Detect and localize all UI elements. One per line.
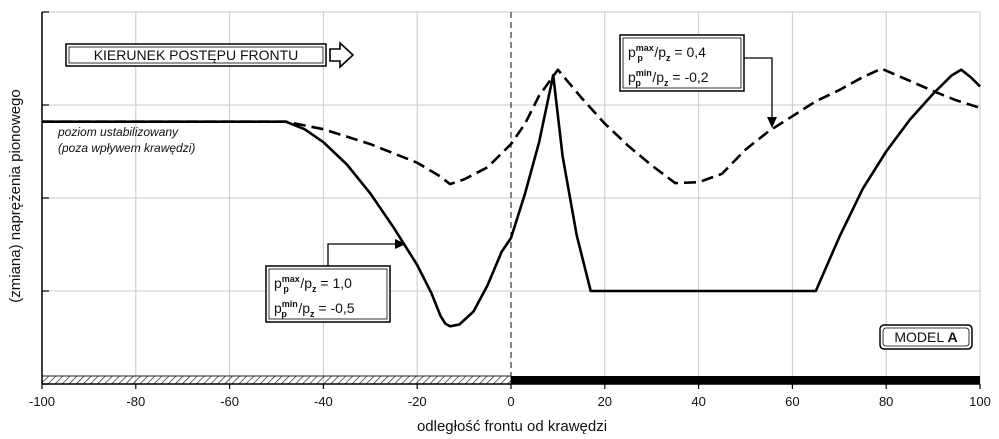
grid	[41, 11, 981, 384]
x-tick-label: -20	[408, 394, 427, 409]
ratio-value: = 1,0	[317, 275, 353, 291]
x-tick-label: -100	[29, 394, 55, 409]
ratio-sub: p	[283, 284, 289, 294]
data-point	[524, 122, 526, 124]
model-box-inner	[882, 327, 970, 347]
ratio-rest-sub: z	[310, 309, 315, 319]
ratio-rest: /p	[300, 275, 312, 291]
solid-ratio-box-frame	[265, 265, 391, 323]
ratio-value: = 0,4	[671, 44, 707, 60]
series-line-dashed	[42, 67, 981, 186]
data-point	[880, 68, 882, 70]
y-axis-title: (zmiana) naprężenia pionowego	[7, 89, 24, 302]
x-axis-title: odległość frontu od krawędzi	[417, 418, 607, 435]
ratio-p: p	[628, 69, 636, 85]
x-tick-label: 100	[969, 394, 991, 409]
ratio-sub: p	[635, 78, 641, 88]
solid-ratio-box-leader	[327, 243, 396, 266]
x-tick-label: 20	[598, 394, 612, 409]
direction-label: KIERUNEK POSTĘPU FRONTU	[94, 47, 299, 63]
axes	[41, 11, 981, 389]
ratio-p: p	[274, 300, 282, 316]
stable-level-note: poziom ustabilizowany (poza wpływem krawę…	[57, 125, 195, 155]
ratio-value: = -0,2	[669, 69, 709, 85]
x-tick-label: 0	[507, 394, 514, 409]
ratio-rest-sub: z	[664, 78, 669, 88]
model-label: MODEL A	[894, 329, 957, 345]
x-tick-label: -80	[126, 394, 145, 409]
series-layer	[42, 67, 981, 328]
dashed-ratio-box-ratio: pmax p/pz = 0,4	[628, 43, 706, 63]
ratio-p: p	[628, 44, 636, 60]
ratio-sub: p	[281, 309, 287, 319]
ratio-rest-sub: z	[666, 53, 671, 63]
ratio-p: p	[274, 275, 282, 291]
direction-box-frame	[65, 43, 327, 67]
x-tick-label: 80	[879, 394, 893, 409]
stable-level-note-line: poziom ustabilizowany	[57, 125, 179, 139]
data-point	[651, 164, 653, 166]
x-tick-label: 40	[691, 394, 705, 409]
dashed-ratio-box-leader	[744, 57, 773, 118]
dashed-ratio-box-inner	[622, 37, 742, 89]
ratio-sup: min	[282, 299, 298, 309]
ratio-rest: /p	[652, 69, 664, 85]
x-tick-labels: -100 -80 -60 -40 -20 0 20 40 60 80 100	[29, 394, 991, 409]
ratio-sup: max	[636, 43, 654, 53]
dashed-ratio-box-arrowhead	[767, 117, 777, 128]
annotations: KIERUNEK POSTĘPU FRONTU poziom ustabilizo…	[57, 34, 973, 350]
ratio-rest-sub: z	[312, 284, 317, 294]
series-dashed	[42, 67, 981, 186]
ratio-sup: max	[282, 274, 300, 284]
data-point	[862, 76, 864, 78]
x-tick-label: -40	[314, 394, 333, 409]
arrow-right-icon	[329, 41, 355, 69]
model-box-frame	[879, 324, 973, 350]
ratio-rest: /p	[654, 44, 666, 60]
model-box: MODEL A	[879, 324, 973, 350]
dashed-ratio-box-frame	[619, 34, 745, 92]
ratio-sup: min	[636, 68, 652, 78]
ratio-rest: /p	[298, 300, 310, 316]
solid-ratio-box-arrowhead	[395, 239, 406, 249]
data-point	[815, 100, 817, 102]
ratio-value: = -0,5	[315, 300, 355, 316]
series-solid	[42, 68, 981, 328]
direction-box-inner	[68, 46, 324, 64]
stable-level-note-line: (poza wpływem krawędzi)	[58, 141, 195, 155]
solid-ratio-box-ratio: pmax p/pz = 1,0	[274, 274, 352, 294]
model-label-prefix: MODEL	[894, 329, 947, 345]
series-line-solid	[42, 68, 981, 328]
direction-box: KIERUNEK POSTĘPU FRONTU	[65, 41, 355, 69]
dashed-ratio-box-ratio: pmin p/pz = -0,2	[628, 68, 709, 88]
edge-bar	[41, 375, 980, 385]
solid-ratio-box-inner	[268, 268, 388, 320]
model-label-letter: A	[948, 329, 958, 345]
edge-bar-hatched	[41, 375, 512, 385]
x-tick-label: -60	[220, 394, 239, 409]
x-tick-label: 60	[785, 394, 799, 409]
ratio-sub: p	[637, 53, 643, 63]
edge-bar-solid	[511, 376, 980, 384]
solid-ratio-box-ratio: pmin p/pz = -0,5	[274, 299, 355, 319]
